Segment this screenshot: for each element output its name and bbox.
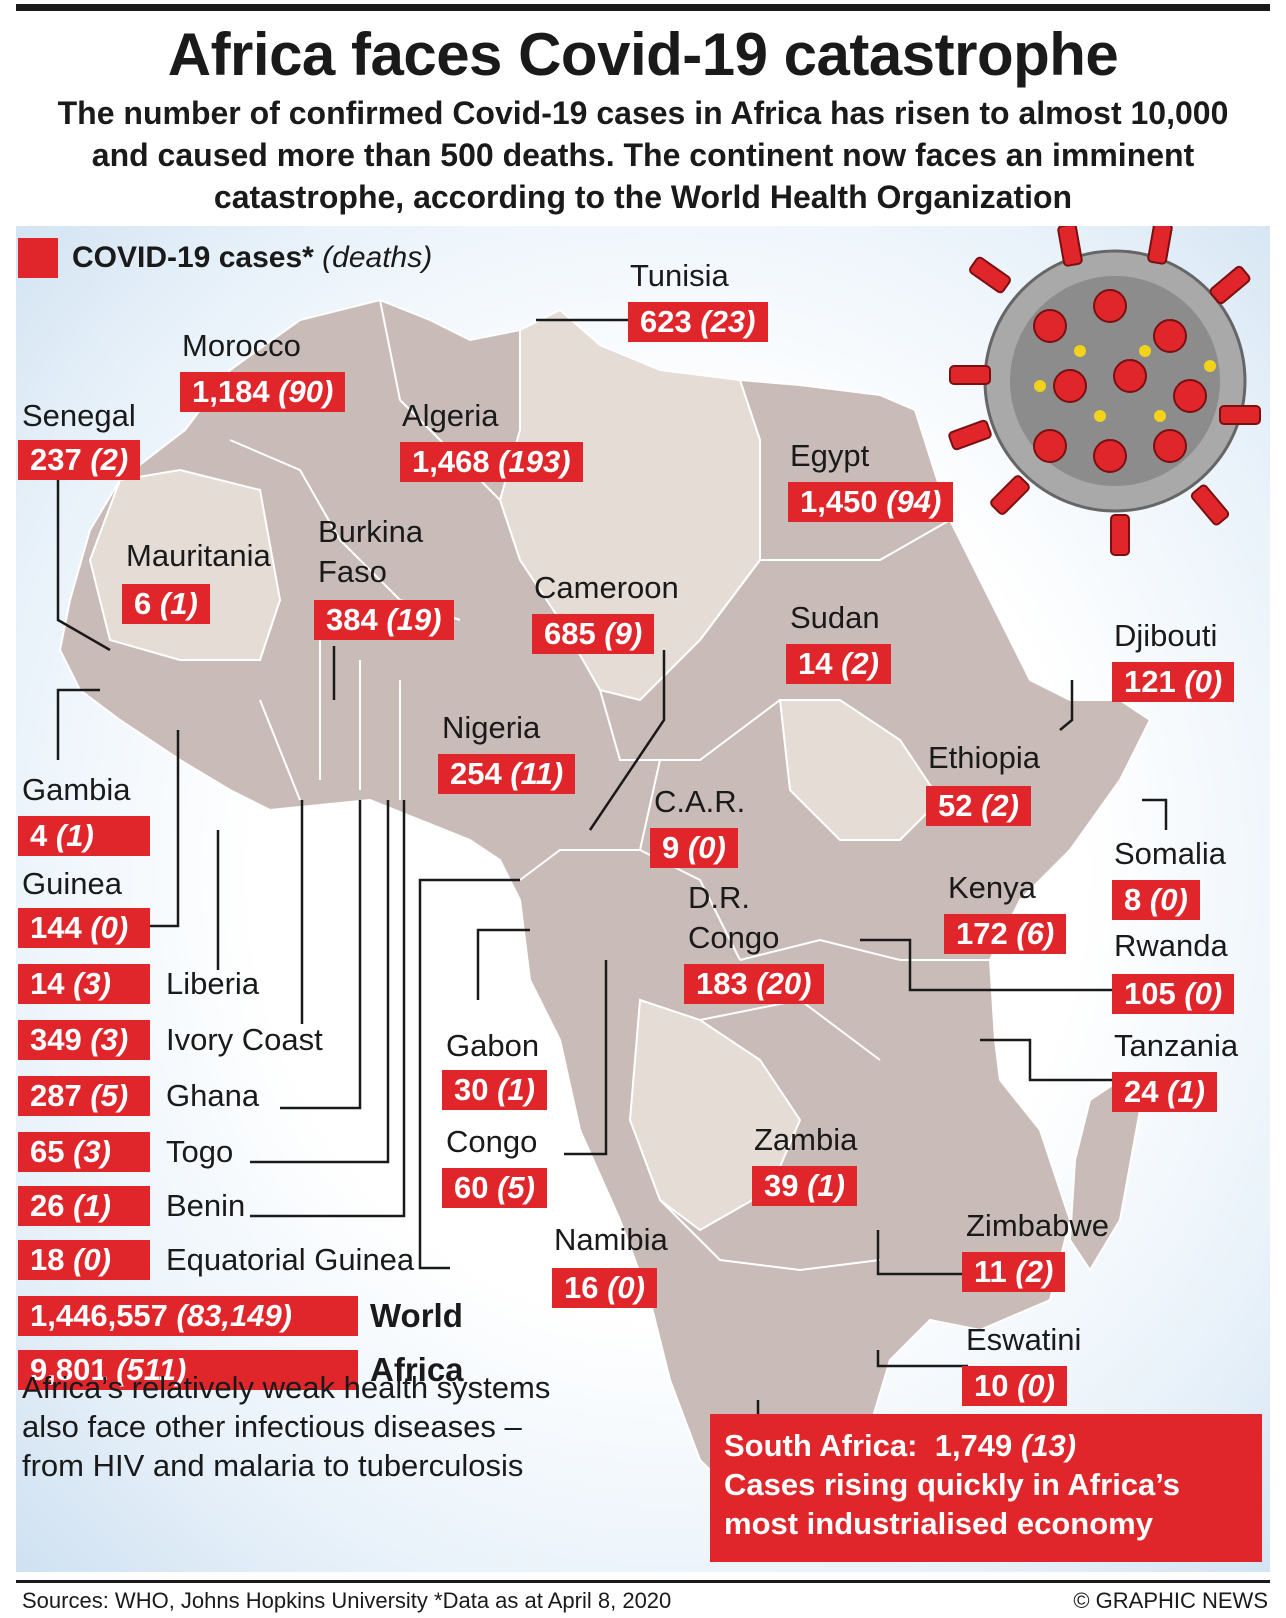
drc-data: 183 (20) (684, 964, 824, 1004)
drc-name-2: Congo (688, 920, 780, 955)
rwanda-name: Rwanda (1114, 928, 1228, 963)
tunisia-name: Tunisia (630, 258, 729, 293)
egypt-name: Egypt (790, 438, 870, 473)
gambia-data: 4 (1) (18, 816, 150, 856)
credit: © GRAPHIC NEWS (1073, 1588, 1268, 1613)
tanzania-data: 24 (1) (1112, 1072, 1217, 1112)
tanzania-name: Tanzania (1114, 1028, 1239, 1063)
headline: Africa faces Covid-19 catastrophe (167, 21, 1119, 88)
sources: Sources: WHO, Johns Hopkins University *… (22, 1588, 672, 1613)
liberia-data: 14 (3) (18, 964, 150, 1004)
south-africa-callout: South Africa: 1,749 (13) Cases rising qu… (710, 1414, 1262, 1562)
senegal-name: Senegal (22, 398, 136, 433)
drc-name-1: D.R. (688, 880, 750, 915)
djibouti-data: 121 (0) (1112, 662, 1235, 702)
algeria-data: 1,468 (193) (400, 442, 583, 482)
legend-swatch (18, 238, 58, 278)
egypt-data: 1,450 (94) (788, 482, 954, 522)
congo-name: Congo (446, 1124, 538, 1159)
morocco-data: 1,184 (90) (180, 372, 346, 412)
leader-lines (56, 318, 1168, 1420)
legend: COVID-19 cases* (deaths) (18, 238, 432, 278)
gambia-name: Gambia (22, 772, 131, 807)
world-total-label: World (370, 1297, 463, 1334)
djibouti-name: Djibouti (1114, 618, 1218, 653)
eq-guinea-data: 18 (0) (18, 1240, 150, 1280)
somalia-data: 8 (0) (1112, 880, 1200, 920)
burkina-data: 384 (19) (314, 600, 454, 640)
nigeria-name: Nigeria (442, 710, 541, 745)
south-africa-line-3: most industrialised economy (724, 1506, 1153, 1541)
legend-deaths-label: (deaths) (322, 241, 433, 274)
cameroon-name: Cameroon (534, 570, 679, 605)
coronavirus-illustration (948, 226, 1261, 556)
eswatini-data: 10 (0) (962, 1366, 1067, 1406)
africa-total-label: Africa (370, 1351, 464, 1388)
ethiopia-data: 52 (2) (926, 786, 1031, 826)
zambia-data: 39 (1) (752, 1166, 857, 1206)
sudan-data: 14 (2) (786, 644, 891, 684)
benin-data: 26 (1) (18, 1186, 150, 1226)
country-borders (229, 299, 990, 1272)
benin-name: Benin (166, 1188, 246, 1223)
mauritania-data: 6 (1) (122, 584, 210, 624)
burkina-name-1: Burkina (318, 514, 424, 549)
morocco-name: Morocco (182, 328, 301, 363)
subheadline: The number of confirmed Covid-19 cases i… (57, 95, 1229, 215)
gabon-name: Gabon (446, 1028, 540, 1063)
ethiopia-name: Ethiopia (928, 740, 1041, 775)
somalia-name: Somalia (1114, 836, 1226, 871)
nigeria-data: 254 (11) (438, 754, 576, 794)
guinea-name: Guinea (22, 866, 122, 901)
ghana-name: Ghana (166, 1078, 260, 1113)
cameroon-data: 685 (9) (532, 614, 655, 654)
horn-region (778, 699, 942, 841)
liberia-name: Liberia (166, 966, 260, 1001)
world-total-data: 1,446,557 (83,149) (18, 1296, 358, 1336)
car-data: 9 (0) (650, 828, 738, 868)
congo-data: 60 (5) (442, 1168, 547, 1208)
kenya-data: 172 (6) (944, 914, 1067, 954)
namibia-data: 16 (0) (552, 1268, 657, 1308)
zimbabwe-data: 11 (2) (962, 1252, 1066, 1292)
rwanda-data: 105 (0) (1112, 974, 1235, 1014)
zimbabwe-name: Zimbabwe (966, 1208, 1109, 1243)
namibia-name: Namibia (554, 1222, 668, 1257)
gabon-data: 30 (1) (442, 1070, 547, 1110)
togo-name: Togo (166, 1134, 234, 1169)
kenya-name: Kenya (948, 870, 1036, 905)
burkina-name-2: Faso (318, 554, 387, 589)
car-name: C.A.R. (654, 784, 746, 819)
ivory-coast-name: Ivory Coast (166, 1022, 323, 1057)
zambia-name: Zambia (754, 1122, 858, 1157)
health-systems-note: Africa’s relatively weak health systems … (22, 1370, 551, 1483)
algeria-name: Algeria (402, 398, 499, 433)
senegal-data: 237 (2) (18, 440, 141, 480)
togo-data: 65 (3) (18, 1132, 150, 1172)
mauritania-name: Mauritania (126, 538, 271, 573)
guinea-data: 144 (0) (18, 908, 150, 948)
footer-rule (16, 1580, 1270, 1583)
legend-cases-label: COVID-19 cases* (72, 241, 314, 274)
top-rule (16, 4, 1270, 11)
ivory-coast-data: 349 (3) (18, 1020, 150, 1060)
eswatini-name: Eswatini (966, 1322, 1082, 1357)
africa-total-data: 9,801 (511) (18, 1350, 358, 1390)
tunisia-data: 623 (23) (628, 302, 768, 342)
eq-guinea-name: Equatorial Guinea (166, 1242, 415, 1277)
sudan-name: Sudan (790, 600, 880, 635)
south-africa-headline: South Africa: 1,749 (13) (724, 1428, 1077, 1463)
ghana-data: 287 (5) (18, 1076, 150, 1116)
south-africa-line-2: Cases rising quickly in Africa’s (724, 1467, 1180, 1502)
